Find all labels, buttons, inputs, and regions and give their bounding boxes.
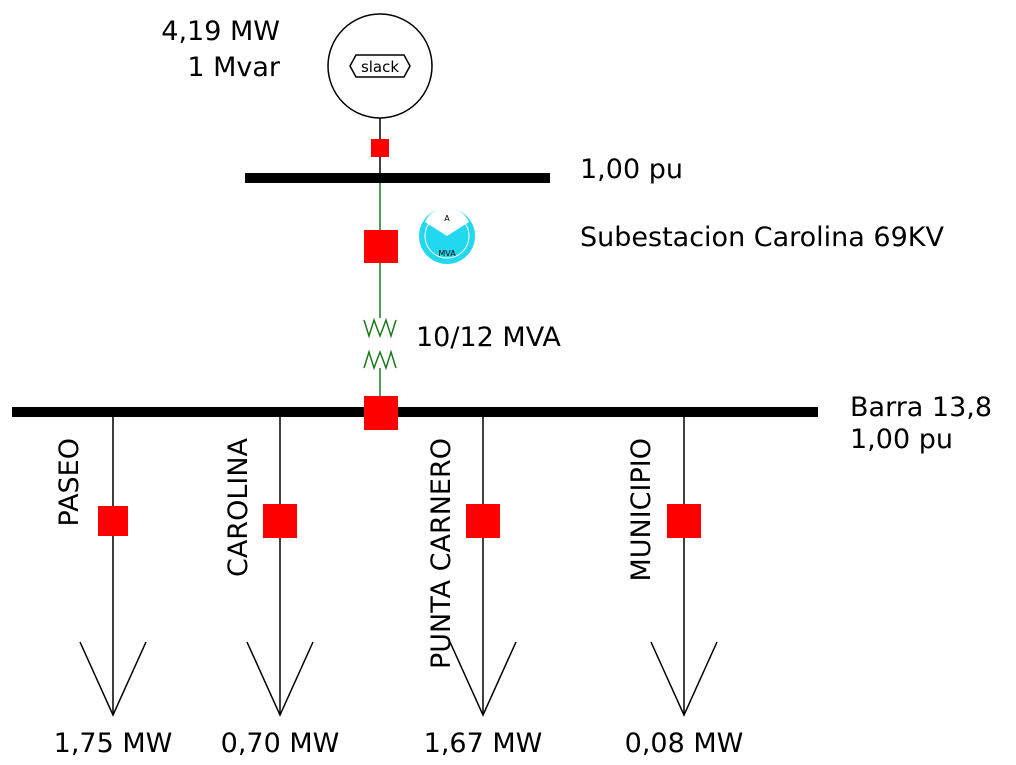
bus <box>12 407 818 417</box>
loads: PASEO 1,75 MW CAROLINA 0,70 MW PUNTA CARNERO… <box>54 417 744 759</box>
generator-mvar: 1 Mvar <box>187 52 281 83</box>
bus-voltage: 1,00 pu <box>850 424 953 455</box>
breaker <box>98 506 128 536</box>
gauge-ring <box>424 213 470 259</box>
load-power: 1,75 MW <box>54 728 173 759</box>
load-name: PUNTA CARNERO <box>426 438 457 669</box>
gauge-needle <box>425 207 469 236</box>
generator-label: slack <box>361 58 399 76</box>
generator-symbol <box>349 54 411 78</box>
load-name: PASEO <box>54 438 85 526</box>
breaker <box>371 139 389 157</box>
generator-mw: 4,19 MW <box>161 16 280 47</box>
gauge-top: A <box>444 214 450 223</box>
breaker <box>364 230 398 263</box>
breaker <box>263 504 297 538</box>
transformer-winding <box>363 317 397 339</box>
load-power: 0,08 MW <box>625 728 744 759</box>
load-power: 0,70 MW <box>221 728 340 759</box>
bus-name: Barra 13,8 <box>850 392 992 423</box>
gauge-bottom: MVA <box>438 249 456 258</box>
breaker <box>364 396 398 430</box>
bus-name: Subestacion Carolina 69KV <box>580 222 944 253</box>
load-arrow <box>246 641 314 717</box>
load-arrow <box>449 641 517 717</box>
bus-voltage: 1,00 pu <box>580 154 683 185</box>
load-arrow <box>650 641 718 717</box>
load-name: CAROLINA <box>223 437 254 577</box>
breaker <box>466 504 500 538</box>
transformer-rating: 10/12 MVA <box>416 322 561 353</box>
load-name: MUNICIPIO <box>626 438 657 582</box>
transformer-winding <box>363 349 397 371</box>
breaker <box>667 504 701 538</box>
bus <box>245 173 550 183</box>
load-arrow <box>79 641 147 717</box>
load-power: 1,67 MW <box>424 728 543 759</box>
